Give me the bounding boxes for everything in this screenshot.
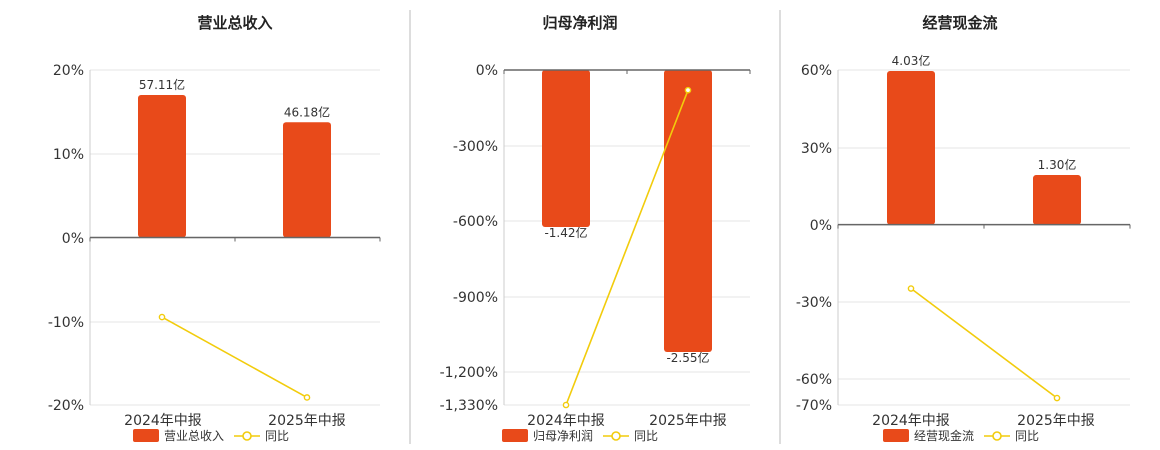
y-tick-label: -20% bbox=[48, 398, 84, 414]
yoy-point bbox=[303, 394, 311, 401]
bar bbox=[542, 70, 590, 228]
bar-value-label: -2.55亿 bbox=[666, 350, 709, 365]
x-category-label: 2025年中报 bbox=[268, 413, 346, 429]
y-tick-label: 10% bbox=[53, 147, 84, 163]
bar-value-label: 46.18亿 bbox=[284, 104, 330, 119]
y-tick-label: -900% bbox=[453, 290, 498, 306]
bar bbox=[1033, 175, 1081, 225]
y-tick-label: -600% bbox=[453, 214, 498, 230]
bar bbox=[664, 70, 712, 352]
legend-bar-swatch bbox=[133, 429, 159, 442]
x-category-label: 2025年中报 bbox=[1017, 413, 1095, 429]
y-tick-label: 0% bbox=[810, 218, 832, 234]
legend-line-label: 同比 bbox=[1015, 429, 1039, 443]
yoy-point bbox=[562, 401, 570, 409]
yoy-line bbox=[161, 316, 308, 399]
bar bbox=[283, 122, 331, 238]
y-tick-label: 0% bbox=[476, 63, 498, 79]
bar-value-label: 1.30亿 bbox=[1038, 157, 1077, 172]
legend-bar-label: 归母净利润 bbox=[533, 429, 593, 443]
x-category-label: 2024年中报 bbox=[527, 413, 605, 429]
y-tick-label: 60% bbox=[801, 63, 832, 79]
chart-title: 归母净利润 bbox=[542, 14, 617, 32]
y-tick-label: 0% bbox=[62, 231, 84, 247]
yoy-line bbox=[910, 287, 1058, 399]
legend-line-label: 同比 bbox=[265, 429, 289, 443]
yoy-point bbox=[907, 285, 915, 292]
y-tick-label: -60% bbox=[796, 372, 832, 388]
bar bbox=[887, 71, 935, 225]
legend-bar-swatch bbox=[502, 429, 528, 442]
bar-value-label: -1.42亿 bbox=[544, 225, 587, 240]
legend-line-marker bbox=[611, 431, 621, 441]
y-tick-label: -1,200% bbox=[440, 365, 498, 381]
chart-title: 营业总收入 bbox=[197, 14, 272, 32]
legend-bar-swatch bbox=[883, 429, 909, 442]
y-tick-label: -30% bbox=[796, 295, 832, 311]
x-category-label: 2025年中报 bbox=[649, 413, 727, 429]
y-tick-label: 30% bbox=[801, 141, 832, 157]
legend-bar-label: 营业总收入 bbox=[164, 429, 224, 443]
y-tick-label: 20% bbox=[53, 63, 84, 79]
bar-value-label: 4.03亿 bbox=[892, 53, 931, 68]
y-tick-label: -300% bbox=[453, 139, 498, 155]
bar-value-label: 57.11亿 bbox=[139, 77, 185, 92]
yoy-line bbox=[565, 89, 689, 406]
yoy-point bbox=[158, 313, 166, 321]
legend-line-marker bbox=[242, 431, 252, 441]
legend-bar-label: 经营现金流 bbox=[914, 428, 974, 443]
x-category-label: 2024年中报 bbox=[872, 413, 950, 429]
y-tick-label: -1,330% bbox=[440, 398, 498, 414]
y-tick-label: -70% bbox=[796, 398, 832, 414]
x-category-label: 2024年中报 bbox=[124, 413, 202, 429]
yoy-point bbox=[684, 86, 692, 94]
legend-line-marker bbox=[992, 431, 1002, 441]
bar bbox=[138, 95, 186, 238]
yoy-point bbox=[1053, 394, 1061, 402]
y-tick-label: -10% bbox=[48, 315, 84, 331]
chart-title: 经营现金流 bbox=[922, 14, 997, 32]
legend-line-label: 同比 bbox=[634, 429, 658, 443]
